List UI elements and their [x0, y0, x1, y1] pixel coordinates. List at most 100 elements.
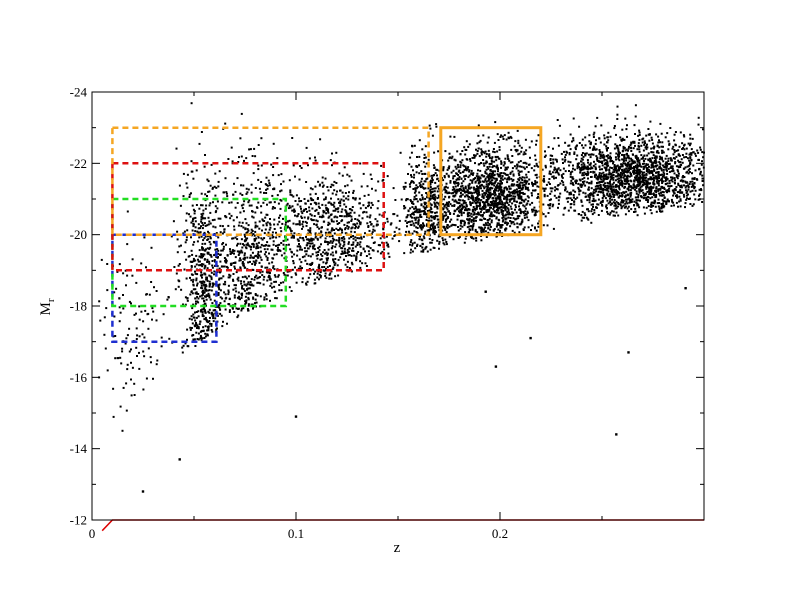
data-point — [468, 187, 471, 190]
data-point — [307, 199, 310, 202]
data-point — [443, 186, 446, 189]
data-point — [244, 295, 247, 298]
data-point — [425, 178, 428, 181]
data-point — [337, 210, 340, 213]
data-point — [341, 237, 343, 240]
data-point — [482, 180, 485, 183]
data-point — [506, 213, 509, 216]
data-point — [211, 187, 214, 190]
data-point — [213, 293, 216, 296]
data-point — [601, 175, 604, 178]
data-point — [381, 179, 384, 182]
data-point — [615, 207, 618, 210]
data-point — [543, 193, 546, 196]
data-point — [645, 206, 648, 209]
data-point — [327, 232, 330, 234]
data-point — [130, 302, 132, 305]
data-point — [201, 204, 204, 207]
data-point — [339, 227, 341, 230]
data-point — [248, 204, 251, 207]
data-point — [391, 237, 394, 240]
data-point — [409, 213, 412, 216]
data-point — [418, 238, 421, 241]
data-point — [480, 187, 482, 190]
data-point — [653, 160, 656, 162]
data-point — [198, 249, 201, 252]
data-point — [643, 174, 646, 177]
data-point — [260, 137, 263, 140]
data-point — [552, 227, 555, 230]
data-point — [211, 314, 214, 317]
data-point — [599, 191, 602, 194]
data-point — [656, 145, 659, 148]
data-point — [344, 232, 347, 235]
data-point — [560, 179, 563, 182]
data-point — [453, 175, 456, 177]
data-point — [452, 195, 455, 198]
data-point — [512, 211, 515, 214]
data-point — [353, 254, 356, 257]
data-point — [427, 200, 430, 203]
data-point — [256, 281, 259, 284]
data-point — [244, 235, 246, 238]
data-point — [622, 138, 624, 141]
data-point — [424, 201, 427, 204]
data-point — [617, 172, 620, 175]
data-point — [222, 265, 225, 268]
data-point — [462, 187, 465, 190]
data-point — [319, 183, 321, 186]
data-point — [192, 243, 195, 246]
data-point — [471, 227, 474, 230]
data-point — [206, 279, 209, 282]
data-point — [667, 163, 670, 165]
data-point — [263, 275, 266, 278]
data-point — [424, 172, 427, 175]
data-point — [248, 287, 251, 290]
data-point — [205, 298, 208, 301]
data-point — [338, 241, 341, 244]
data-point — [484, 177, 487, 180]
data-point — [317, 205, 320, 208]
data-point — [572, 177, 575, 180]
data-point — [451, 188, 454, 191]
data-point — [679, 161, 682, 164]
data-point — [208, 289, 211, 292]
data-point — [611, 189, 614, 192]
data-point — [192, 208, 195, 211]
data-point — [416, 245, 418, 247]
data-point — [382, 227, 385, 230]
data-point — [522, 211, 525, 214]
data-point — [472, 186, 475, 189]
data-point — [207, 223, 210, 226]
data-point — [426, 216, 429, 219]
data-point — [237, 297, 240, 300]
data-point — [666, 164, 669, 167]
data-point — [236, 202, 239, 204]
data-point — [504, 228, 506, 231]
data-point — [469, 202, 472, 205]
data-point — [368, 201, 371, 204]
data-point — [201, 289, 204, 292]
data-point — [128, 300, 131, 303]
data-point — [676, 177, 679, 180]
data-point — [504, 157, 507, 160]
data-point — [239, 259, 242, 262]
data-point — [635, 172, 637, 175]
data-point — [362, 235, 365, 238]
data-point — [230, 201, 233, 204]
data-point — [376, 207, 379, 210]
data-point — [503, 187, 506, 190]
data-point — [204, 264, 207, 267]
data-point — [476, 194, 479, 197]
data-point — [428, 237, 431, 240]
data-point — [437, 150, 440, 153]
data-point — [315, 224, 318, 226]
data-point — [379, 244, 381, 247]
data-point — [534, 212, 537, 214]
data-point — [310, 237, 313, 240]
data-point — [625, 157, 628, 160]
data-point — [470, 215, 473, 218]
data-point — [613, 127, 616, 130]
data-point — [542, 187, 545, 190]
data-point — [257, 256, 259, 259]
